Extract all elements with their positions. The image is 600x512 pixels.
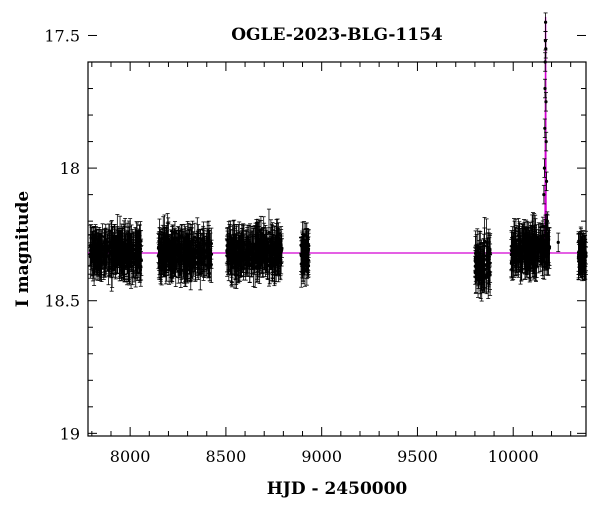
data-marker	[176, 249, 180, 253]
data-marker	[139, 239, 143, 243]
data-marker	[255, 244, 259, 248]
data-point	[110, 240, 115, 288]
data-marker	[102, 253, 106, 257]
data-marker	[165, 258, 169, 262]
data-marker	[115, 246, 119, 251]
data-point	[101, 244, 106, 265]
data-marker	[192, 250, 196, 254]
chart-title: OGLE-2023-BLG-1154	[231, 25, 443, 45]
data-marker	[306, 252, 310, 256]
data-point	[119, 246, 124, 275]
model-curve	[88, 16, 586, 254]
data-marker	[230, 258, 235, 262]
data-marker	[110, 262, 114, 266]
data-marker	[193, 254, 197, 258]
data-point	[115, 236, 120, 261]
data-point	[103, 223, 108, 270]
data-point	[124, 244, 129, 263]
data-marker	[157, 253, 161, 257]
data-marker	[104, 244, 108, 249]
data-point	[88, 242, 93, 266]
data-marker	[136, 251, 140, 255]
data-point	[200, 233, 205, 275]
data-point	[99, 236, 104, 259]
data-marker	[267, 230, 271, 235]
data-marker	[187, 244, 192, 249]
data-marker	[173, 245, 177, 249]
data-point	[130, 239, 135, 286]
data-marker	[270, 245, 274, 249]
data-point	[138, 230, 143, 253]
data-marker	[138, 261, 142, 265]
data-marker	[108, 245, 112, 249]
data-point	[126, 232, 131, 281]
data-points-layer	[88, 12, 588, 302]
data-marker	[265, 241, 269, 246]
data-point	[113, 234, 118, 278]
data-marker	[96, 257, 100, 261]
data-marker	[171, 250, 175, 254]
data-marker	[202, 243, 206, 247]
data-point	[122, 257, 127, 276]
data-marker	[185, 267, 189, 271]
data-marker	[177, 256, 182, 261]
data-point	[92, 246, 97, 274]
data-marker	[194, 262, 198, 266]
data-marker	[122, 264, 126, 268]
data-marker	[263, 253, 267, 257]
data-marker	[119, 258, 124, 263]
data-marker	[129, 256, 133, 261]
data-marker	[206, 254, 210, 259]
data-point	[137, 244, 142, 282]
data-marker	[161, 254, 165, 258]
data-marker	[88, 252, 92, 256]
data-marker	[241, 247, 245, 251]
model-curve-layer	[88, 16, 586, 254]
data-marker	[230, 238, 235, 242]
data-marker	[127, 254, 131, 259]
data-marker	[130, 260, 135, 264]
data-marker	[304, 241, 308, 245]
data-point	[107, 231, 112, 263]
data-marker	[267, 259, 271, 264]
data-marker	[279, 250, 283, 254]
data-marker	[114, 254, 118, 258]
data-marker	[95, 252, 99, 256]
data-marker	[225, 254, 229, 258]
data-marker	[236, 254, 241, 258]
data-marker	[260, 249, 264, 253]
data-point	[133, 239, 138, 288]
data-point	[135, 231, 140, 274]
data-marker	[189, 264, 193, 269]
data-marker	[100, 245, 104, 250]
data-marker	[92, 258, 96, 262]
data-marker	[248, 248, 252, 253]
data-marker	[162, 249, 166, 253]
data-marker	[134, 262, 138, 266]
data-point	[185, 254, 190, 284]
data-marker	[157, 240, 162, 245]
data-marker	[208, 249, 213, 253]
data-marker	[125, 252, 129, 256]
data-point	[191, 243, 196, 262]
data-marker	[242, 254, 247, 258]
data-marker	[201, 252, 205, 256]
data-marker	[139, 258, 143, 263]
data-marker	[197, 249, 202, 253]
data-marker	[180, 246, 184, 250]
data-marker	[300, 245, 305, 250]
data-marker	[265, 256, 270, 261]
data-point	[95, 238, 100, 270]
data-marker	[251, 242, 255, 246]
data-marker	[276, 250, 280, 255]
data-marker	[105, 240, 109, 244]
